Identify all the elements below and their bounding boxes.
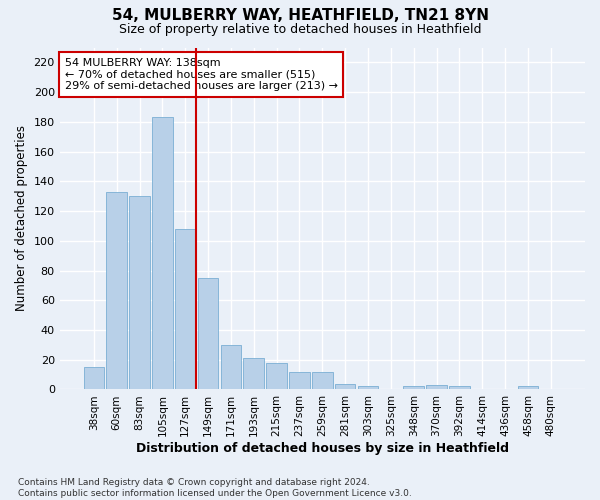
Y-axis label: Number of detached properties: Number of detached properties [15, 126, 28, 312]
Bar [129, 196, 150, 390]
Text: Size of property relative to detached houses in Heathfield: Size of property relative to detached ho… [119, 22, 481, 36]
Bar [175, 229, 196, 390]
Bar [83, 367, 104, 390]
Bar [403, 386, 424, 390]
Bar [244, 358, 264, 390]
Bar [289, 372, 310, 390]
Bar [518, 386, 538, 390]
Text: 54 MULBERRY WAY: 138sqm
← 70% of detached houses are smaller (515)
29% of semi-d: 54 MULBERRY WAY: 138sqm ← 70% of detache… [65, 58, 338, 91]
Bar [152, 118, 173, 390]
Bar [449, 386, 470, 390]
Text: 54, MULBERRY WAY, HEATHFIELD, TN21 8YN: 54, MULBERRY WAY, HEATHFIELD, TN21 8YN [112, 8, 488, 22]
Bar [266, 362, 287, 390]
Bar [427, 385, 447, 390]
Bar [358, 386, 379, 390]
X-axis label: Distribution of detached houses by size in Heathfield: Distribution of detached houses by size … [136, 442, 509, 455]
Bar [312, 372, 332, 390]
Text: Contains HM Land Registry data © Crown copyright and database right 2024.
Contai: Contains HM Land Registry data © Crown c… [18, 478, 412, 498]
Bar [221, 345, 241, 390]
Bar [198, 278, 218, 390]
Bar [335, 384, 355, 390]
Bar [106, 192, 127, 390]
